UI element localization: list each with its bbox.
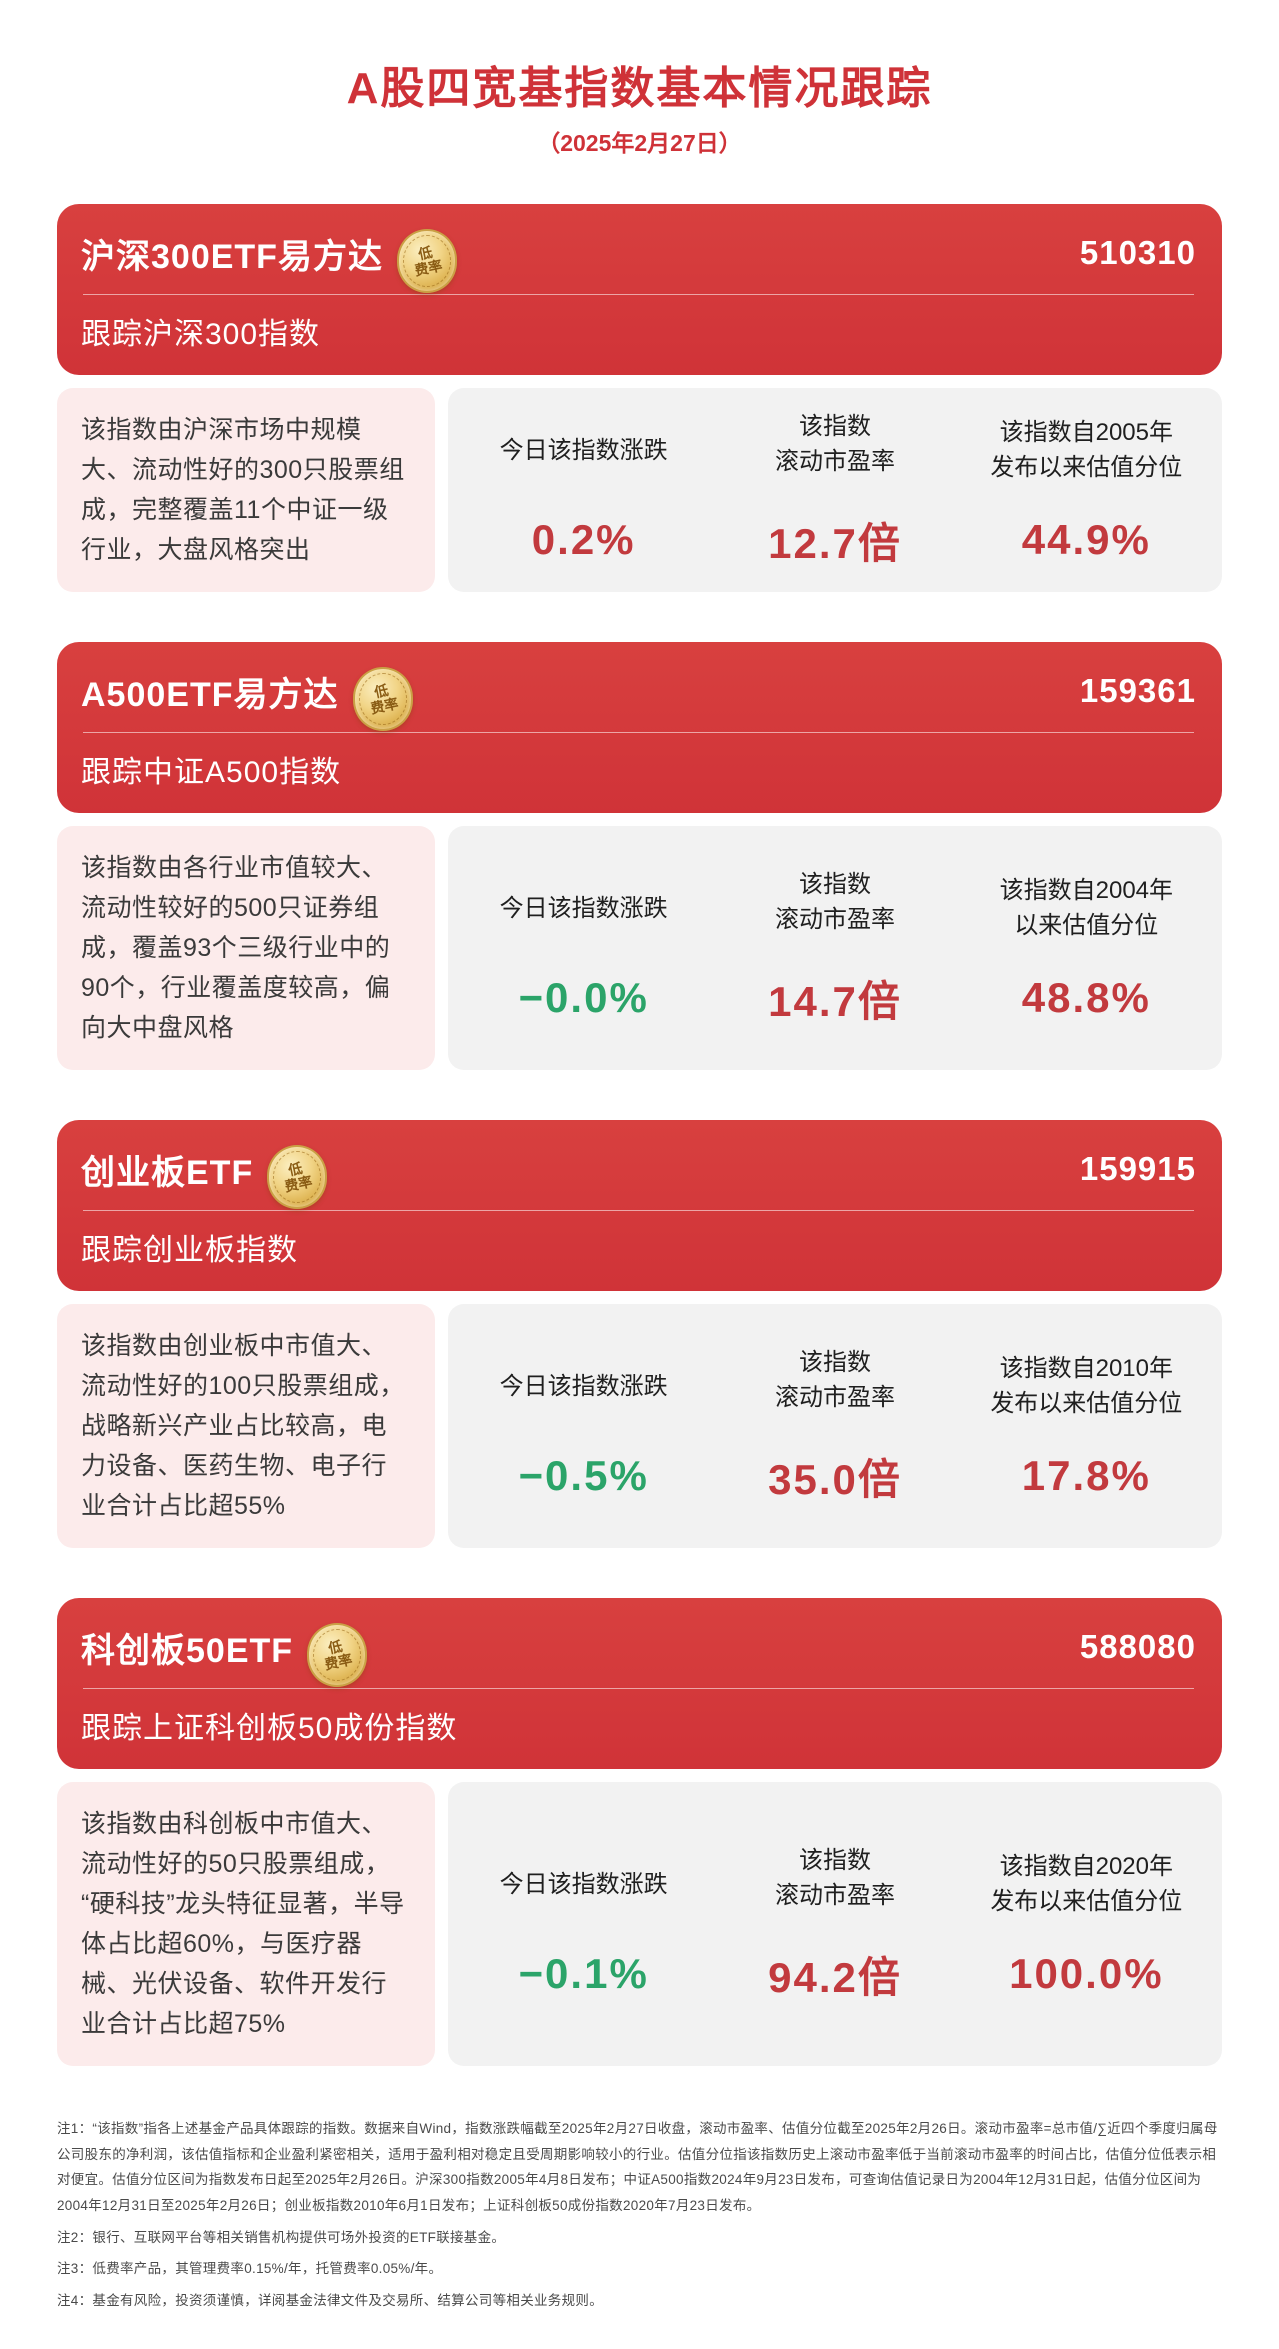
stat-value: 35.0倍 bbox=[768, 1455, 902, 1503]
stat-label: 今日该指数涨跌 bbox=[499, 1372, 668, 1400]
stat-value: −0.1% bbox=[518, 1950, 649, 1997]
badge-line2: 费率 bbox=[413, 257, 444, 279]
stat-value: 17.8% bbox=[1021, 1452, 1151, 1499]
tracking-label: 跟踪中证A500指数 bbox=[81, 756, 342, 789]
stat-valuation-percentile: 该指数自2005年 发布以来估值分位 44.9% bbox=[961, 406, 1212, 574]
stats-panel: 今日该指数涨跌 −0.5% 该指数 滚动市盈率 35.0倍 该指数自2010年 … bbox=[448, 1304, 1222, 1548]
low-fee-seal-label: 低 费率 bbox=[410, 243, 444, 279]
stat-value: 94.2倍 bbox=[768, 1953, 902, 2001]
tracking-label: 跟踪沪深300指数 bbox=[81, 318, 321, 351]
header-divider bbox=[83, 294, 1194, 295]
card-body: 该指数由科创板中市值大、流动性好的50只股票组成，“硬科技”龙头特征显著，半导体… bbox=[57, 1782, 1222, 2066]
header-divider bbox=[83, 732, 1194, 733]
card-header: 沪深300ETF易方达 低 费率 510310 跟踪沪深300指数 bbox=[57, 204, 1222, 375]
etf-name: 沪深300ETF易方达 bbox=[81, 237, 383, 276]
card-body: 该指数由沪深市场中规模大、流动性好的300只股票组成，完整覆盖11个中证一级行业… bbox=[57, 388, 1222, 592]
stat-label: 该指数自2005年 发布以来估值分位 bbox=[990, 419, 1183, 481]
low-fee-seal-icon: 低 费率 bbox=[307, 1623, 368, 1687]
stat-value: 100.0% bbox=[1009, 1950, 1164, 1997]
stat-label: 该指数自2004年 以来估值分位 bbox=[999, 877, 1174, 939]
etf-card-159915: 创业板ETF 低 费率 159915 跟踪创业板指数 该指数由创业板中市值大、流… bbox=[57, 1120, 1222, 1548]
card-header: A500ETF易方达 低 费率 159361 跟踪中证A500指数 bbox=[57, 642, 1222, 813]
index-description: 该指数由创业板中市值大、流动性好的100只股票组成，战略新兴产业占比较高，电力设… bbox=[57, 1304, 435, 1548]
low-fee-seal-label: 低 费率 bbox=[280, 1159, 314, 1195]
low-fee-seal-icon: 低 费率 bbox=[267, 1145, 328, 1209]
stat-daily-change: 今日该指数涨跌 0.2% bbox=[458, 406, 709, 574]
footnote-2: 注2：银行、互联网平台等相关销售机构提供可场外投资的ETF联接基金。 bbox=[57, 2229, 506, 2245]
header-divider bbox=[83, 1210, 1194, 1211]
low-fee-seal-label: 低 费率 bbox=[320, 1637, 354, 1673]
etf-name: 创业板ETF bbox=[81, 1153, 254, 1192]
stats-panel: 今日该指数涨跌 −0.1% 该指数 滚动市盈率 94.2倍 该指数自2020年 … bbox=[448, 1782, 1222, 2066]
index-description: 该指数由各行业市值较大、流动性较好的500只证券组成，覆盖93个三级行业中的90… bbox=[57, 826, 435, 1070]
stat-label: 该指数自2010年 发布以来估值分位 bbox=[990, 1355, 1183, 1417]
index-description: 该指数由沪深市场中规模大、流动性好的300只股票组成，完整覆盖11个中证一级行业… bbox=[57, 388, 435, 592]
card-header-top: 创业板ETF 低 费率 159915 bbox=[81, 1138, 1196, 1209]
low-fee-seal-icon: 低 费率 bbox=[352, 667, 413, 731]
stat-value: 0.2% bbox=[531, 516, 636, 563]
etf-card-510310: 沪深300ETF易方达 低 费率 510310 跟踪沪深300指数 该指数由沪深… bbox=[57, 204, 1222, 592]
stat-value: 44.9% bbox=[1021, 516, 1151, 563]
etf-name: 科创板50ETF bbox=[81, 1631, 294, 1670]
badge-line2: 费率 bbox=[368, 695, 400, 717]
stat-label: 该指数 滚动市盈率 bbox=[774, 1846, 895, 1909]
card-header-top: 科创板50ETF 低 费率 588080 bbox=[81, 1616, 1196, 1687]
stat-rolling-pe: 该指数 滚动市盈率 94.2倍 bbox=[709, 1800, 960, 2048]
stat-value: 14.7倍 bbox=[768, 977, 902, 1025]
stat-daily-change: 今日该指数涨跌 −0.0% bbox=[458, 844, 709, 1052]
stat-label: 今日该指数涨跌 bbox=[499, 1870, 668, 1898]
footnotes: 注1：“该指数”指各上述基金产品具体跟踪的指数。数据来自Wind，指数涨跌幅截至… bbox=[57, 2116, 1222, 2313]
card-body: 该指数由创业板中市值大、流动性好的100只股票组成，战略新兴产业占比较高，电力设… bbox=[57, 1304, 1222, 1548]
stats-panel: 今日该指数涨跌 −0.0% 该指数 滚动市盈率 14.7倍 该指数自2004年 … bbox=[448, 826, 1222, 1070]
stats-panel: 今日该指数涨跌 0.2% 该指数 滚动市盈率 12.7倍 该指数自2005年 发… bbox=[448, 388, 1222, 592]
stat-daily-change: 今日该指数涨跌 −0.5% bbox=[458, 1322, 709, 1530]
header-divider bbox=[83, 1688, 1194, 1689]
page-title: A股四宽基指数基本情况跟踪 bbox=[346, 64, 933, 113]
etf-code: 588080 bbox=[1079, 1628, 1196, 1665]
stat-valuation-percentile: 该指数自2004年 以来估值分位 48.8% bbox=[961, 844, 1212, 1052]
etf-code: 510310 bbox=[1079, 234, 1196, 271]
badge-line2: 费率 bbox=[283, 1173, 315, 1195]
card-header: 创业板ETF 低 费率 159915 跟踪创业板指数 bbox=[57, 1120, 1222, 1291]
stat-label: 该指数 滚动市盈率 bbox=[774, 1348, 895, 1411]
etf-name: A500ETF易方达 bbox=[81, 675, 339, 714]
stat-label: 该指数 滚动市盈率 bbox=[774, 870, 895, 933]
stat-value: 12.7倍 bbox=[768, 519, 902, 567]
tracking-label: 跟踪创业板指数 bbox=[81, 1234, 298, 1267]
low-fee-seal-icon: 低 费率 bbox=[396, 229, 457, 293]
etf-code: 159361 bbox=[1079, 672, 1196, 709]
card-header-top: A500ETF易方达 低 费率 159361 bbox=[81, 660, 1196, 731]
stat-label: 该指数 滚动市盈率 bbox=[774, 412, 895, 475]
stat-rolling-pe: 该指数 滚动市盈率 12.7倍 bbox=[709, 406, 960, 574]
etf-card-159361: A500ETF易方达 低 费率 159361 跟踪中证A500指数 该指数由各行… bbox=[57, 642, 1222, 1070]
stat-rolling-pe: 该指数 滚动市盈率 35.0倍 bbox=[709, 1322, 960, 1530]
badge-line2: 费率 bbox=[323, 1651, 354, 1673]
stat-label: 今日该指数涨跌 bbox=[499, 436, 668, 464]
low-fee-seal-label: 低 费率 bbox=[366, 681, 400, 717]
stat-value: −0.0% bbox=[518, 974, 649, 1021]
stat-valuation-percentile: 该指数自2010年 发布以来估值分位 17.8% bbox=[961, 1322, 1212, 1530]
stat-label: 今日该指数涨跌 bbox=[499, 894, 668, 922]
card-header: 科创板50ETF 低 费率 588080 跟踪上证科创板50成份指数 bbox=[57, 1598, 1222, 1769]
card-header-top: 沪深300ETF易方达 低 费率 510310 bbox=[81, 222, 1196, 293]
tracking-label: 跟踪上证科创板50成份指数 bbox=[81, 1712, 458, 1745]
stat-rolling-pe: 该指数 滚动市盈率 14.7倍 bbox=[709, 844, 960, 1052]
footnote-4: 注4：基金有风险，投资须谨慎，详阅基金法律文件及交易所、结算公司等相关业务规则。 bbox=[57, 2292, 604, 2308]
card-body: 该指数由各行业市值较大、流动性较好的500只证券组成，覆盖93个三级行业中的90… bbox=[57, 826, 1222, 1070]
stat-value: 48.8% bbox=[1021, 974, 1151, 1021]
etf-code: 159915 bbox=[1079, 1150, 1196, 1187]
index-description: 该指数由科创板中市值大、流动性好的50只股票组成，“硬科技”龙头特征显著，半导体… bbox=[57, 1782, 435, 2066]
stat-value: −0.5% bbox=[518, 1452, 649, 1499]
stat-valuation-percentile: 该指数自2020年 发布以来估值分位 100.0% bbox=[961, 1800, 1212, 2048]
stat-label: 该指数自2020年 发布以来估值分位 bbox=[990, 1853, 1183, 1915]
footnote-3: 注3：低费率产品，其管理费率0.15%/年，托管费率0.05%/年。 bbox=[57, 2261, 443, 2277]
title-block: A股四宽基指数基本情况跟踪 （2025年2月27日） bbox=[57, 52, 1222, 158]
footnote-1: 注1：“该指数”指各上述基金产品具体跟踪的指数。数据来自Wind，指数涨跌幅截至… bbox=[57, 2121, 1218, 2213]
page-date: （2025年2月27日） bbox=[537, 130, 742, 156]
stat-daily-change: 今日该指数涨跌 −0.1% bbox=[458, 1800, 709, 2048]
etf-card-588080: 科创板50ETF 低 费率 588080 跟踪上证科创板50成份指数 该指数由科… bbox=[57, 1598, 1222, 2066]
